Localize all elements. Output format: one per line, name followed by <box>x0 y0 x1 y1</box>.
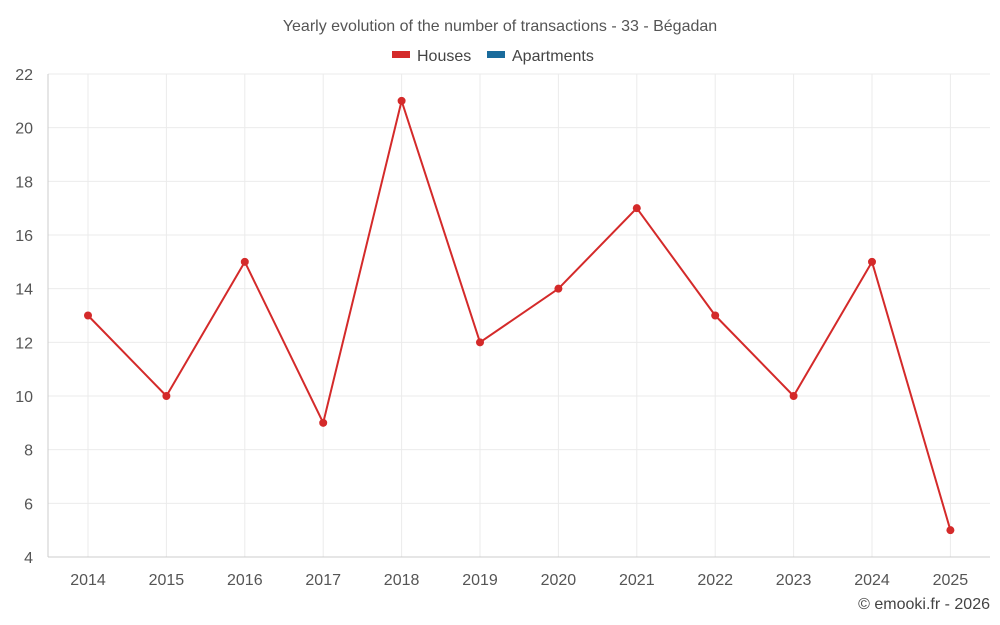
data-point-houses-2025[interactable] <box>946 526 955 535</box>
x-tick-label: 2023 <box>776 572 812 589</box>
y-tick-label: 20 <box>15 121 33 138</box>
data-point-houses-2023[interactable] <box>789 392 798 400</box>
x-tick-label: 2020 <box>541 572 577 589</box>
x-tick-label: 2015 <box>149 572 185 589</box>
x-axis-ticks: 2014 2015 2016 2017 2018 2019 2020 2021 2022 2023… <box>70 572 968 589</box>
data-point-houses-2020[interactable] <box>554 284 563 293</box>
data-point-houses-2022[interactable] <box>711 311 720 320</box>
data-point-houses-2016[interactable] <box>240 257 249 266</box>
y-tick-label: 18 <box>15 174 33 191</box>
chart-title: Yearly evolution of the number of transa… <box>283 18 717 35</box>
x-tick-label: 2022 <box>697 572 733 589</box>
y-tick-label: 16 <box>15 228 33 245</box>
data-point-houses-2018[interactable] <box>397 96 406 105</box>
y-tick-label: 6 <box>24 496 33 513</box>
y-tick-label: 10 <box>15 389 33 406</box>
x-tick-label: 2021 <box>619 572 655 589</box>
legend: Houses Apartments <box>392 48 594 65</box>
y-tick-label: 22 <box>15 67 33 84</box>
y-tick-label: 14 <box>15 282 33 299</box>
data-point-houses-2017[interactable] <box>319 418 328 427</box>
x-tick-label: 2025 <box>933 572 969 589</box>
x-tick-label: 2017 <box>305 572 341 589</box>
data-point-houses-2019[interactable] <box>476 338 484 347</box>
x-tick-label: 2018 <box>384 572 420 589</box>
x-tick-label: 2024 <box>854 572 890 589</box>
y-tick-label: 12 <box>15 335 33 352</box>
data-point-houses-2024[interactable] <box>868 257 876 266</box>
data-point-houses-2014[interactable] <box>84 311 92 320</box>
legend-label-apartments[interactable]: Apartments <box>512 48 594 65</box>
credit-text: © emooki.fr - 2026 <box>858 596 990 613</box>
legend-label-houses[interactable]: Houses <box>417 48 471 65</box>
legend-swatch-houses[interactable] <box>392 51 410 58</box>
x-tick-label: 2019 <box>462 572 498 589</box>
y-tick-label: 4 <box>24 550 33 567</box>
y-tick-label: 8 <box>24 443 33 460</box>
x-tick-label: 2014 <box>70 572 106 589</box>
legend-swatch-apartments[interactable] <box>487 51 505 58</box>
x-tick-label: 2016 <box>227 572 263 589</box>
axes <box>47 74 990 558</box>
data-point-houses-2015[interactable] <box>162 392 171 400</box>
series <box>84 96 955 535</box>
y-axis-ticks: 4 6 8 10 12 14 16 18 20 22 <box>15 67 33 567</box>
data-point-houses-2021[interactable] <box>632 204 641 213</box>
series-line-houses <box>87 99 952 531</box>
